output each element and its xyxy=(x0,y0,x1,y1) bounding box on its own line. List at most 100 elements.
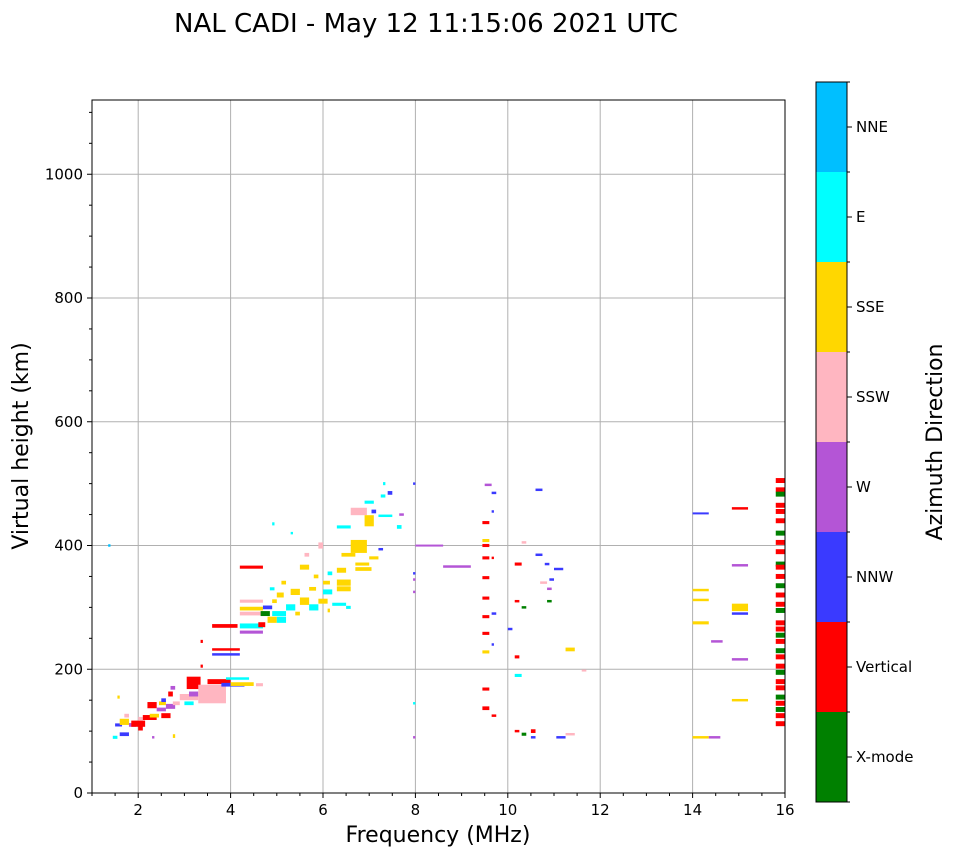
echo-point xyxy=(299,597,310,605)
echo-point xyxy=(731,612,749,615)
colorbar-frame xyxy=(815,81,848,803)
echo-point xyxy=(413,736,416,739)
echo-point xyxy=(336,567,347,573)
echo-point xyxy=(547,599,552,603)
colorbar-tick-label: X-mode xyxy=(856,748,913,766)
x-tick-label: 14 xyxy=(683,801,702,819)
echo-point xyxy=(775,654,785,660)
echo-point xyxy=(482,521,490,525)
echo-point xyxy=(327,571,333,576)
echo-point xyxy=(152,736,155,739)
echo-point xyxy=(775,561,785,567)
echo-point xyxy=(692,512,709,515)
echo-point xyxy=(355,562,370,566)
echo-point xyxy=(482,687,490,691)
echo-point xyxy=(514,599,520,603)
echo-point xyxy=(309,604,319,611)
echo-point xyxy=(775,706,785,712)
echo-point xyxy=(309,586,317,591)
echo-point xyxy=(731,698,749,702)
echo-point xyxy=(413,572,416,575)
echo-point xyxy=(775,679,785,685)
echo-point xyxy=(775,530,785,536)
echo-point xyxy=(514,673,522,677)
y-tick-label: 1000 xyxy=(45,165,83,183)
echo-point xyxy=(413,590,416,594)
echo-point xyxy=(346,605,351,609)
echo-point xyxy=(731,564,749,567)
echo-point xyxy=(158,701,166,706)
y-tick-label: 0 xyxy=(73,784,83,802)
echo-point xyxy=(692,621,709,625)
echo-point xyxy=(482,706,490,711)
echo-point xyxy=(138,716,143,721)
echo-point xyxy=(521,606,527,609)
echo-point xyxy=(260,611,270,617)
echo-point xyxy=(184,701,194,706)
echo-point xyxy=(581,669,587,672)
echo-point xyxy=(775,518,785,524)
chart-title: NAL CADI - May 12 11:15:06 2021 UTC xyxy=(174,9,678,39)
y-axis-ticks: 0 200 400 600 800 1000 xyxy=(45,111,92,802)
echo-point xyxy=(554,567,564,571)
colorbar-segment xyxy=(816,532,847,622)
echo-point xyxy=(112,735,118,739)
echo-point xyxy=(775,573,785,579)
echo-point xyxy=(165,703,176,709)
echo-point xyxy=(239,630,263,634)
echo-point xyxy=(731,507,749,510)
colorbar-segment xyxy=(816,352,847,442)
echo-point xyxy=(189,691,199,697)
echo-point xyxy=(198,684,226,704)
echo-point xyxy=(775,648,785,654)
echo-point xyxy=(491,643,494,646)
colorbar-segment xyxy=(816,442,847,532)
plot-frame xyxy=(92,100,785,793)
echo-point xyxy=(521,732,527,736)
echo-point xyxy=(711,640,723,643)
echo-point xyxy=(547,587,552,591)
x-tick-label: 4 xyxy=(226,801,236,819)
echo-point xyxy=(775,669,785,675)
echo-point xyxy=(239,623,263,629)
echo-point xyxy=(200,664,203,668)
plot-area: 2 4 6 8 10 12 14 16 0 200 400 600 800 1000 xyxy=(45,99,795,819)
echo-point xyxy=(535,488,543,492)
echo-point xyxy=(172,701,180,706)
x-axis-label: Frequency (MHz) xyxy=(346,823,531,848)
echo-point xyxy=(327,608,330,613)
echo-point xyxy=(138,725,143,731)
echo-point xyxy=(336,525,351,529)
colorbar-tick-label: Vertical xyxy=(856,658,912,676)
echo-point xyxy=(225,677,250,680)
echo-point xyxy=(380,494,386,498)
echo-point xyxy=(482,576,490,580)
echo-point xyxy=(323,589,333,595)
echo-point xyxy=(482,543,490,548)
echo-point xyxy=(295,611,300,616)
echo-point xyxy=(521,541,527,544)
echo-point xyxy=(530,729,536,733)
echo-point xyxy=(775,721,785,727)
echo-point xyxy=(775,508,785,514)
echo-point xyxy=(775,638,785,644)
echo-point xyxy=(350,539,367,545)
echo-point xyxy=(775,502,785,508)
echo-point xyxy=(491,612,497,615)
echo-point xyxy=(387,491,393,495)
echo-point xyxy=(172,734,176,738)
echo-point xyxy=(482,539,490,543)
echo-point xyxy=(200,639,203,643)
echo-point xyxy=(364,515,374,527)
echo-point xyxy=(482,631,490,635)
echo-point xyxy=(239,599,263,603)
echo-point xyxy=(212,624,238,628)
echo-point xyxy=(212,648,240,651)
x-axis-ticks: 2 4 6 8 10 12 14 16 xyxy=(91,793,795,819)
echo-point xyxy=(383,482,386,486)
echo-point xyxy=(258,622,266,628)
echo-point xyxy=(207,679,231,685)
echo-point xyxy=(775,632,785,638)
echo-point xyxy=(313,574,319,579)
